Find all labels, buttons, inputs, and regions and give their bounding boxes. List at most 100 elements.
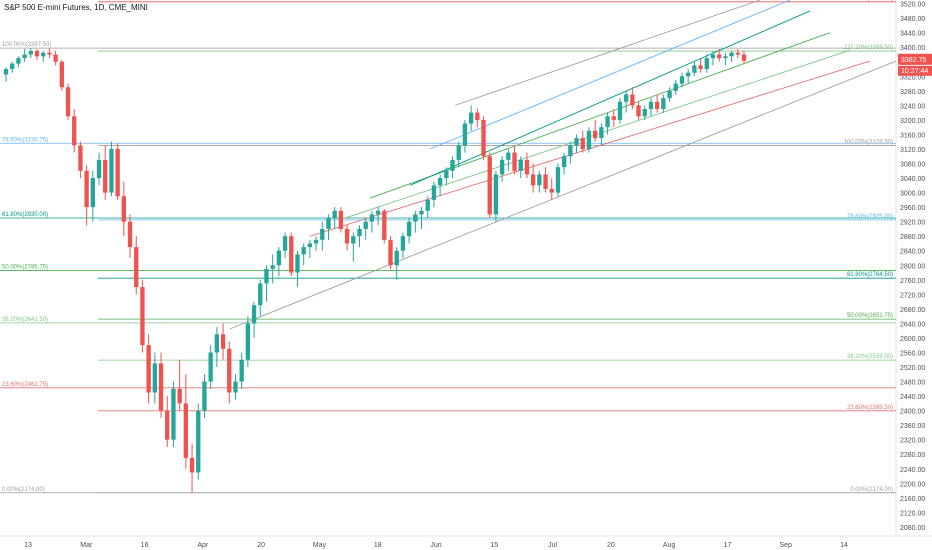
price-tick-label: 2200.00	[900, 481, 925, 488]
time-tick-label: Jun	[430, 542, 441, 549]
candle-body	[419, 210, 424, 215]
candle-body	[369, 214, 375, 222]
candle-body	[592, 130, 598, 139]
candle-body	[741, 54, 747, 61]
candle-body	[146, 345, 151, 393]
chart-title: S&P 500 E-mini Futures, 1D, CME_MINI	[4, 3, 148, 12]
channel-line	[429, 0, 791, 150]
candle-body	[301, 247, 306, 255]
fib-extension-label: 23.60%(2399.50)	[847, 405, 893, 411]
countdown-badge	[898, 65, 932, 76]
candle-body	[499, 159, 505, 175]
price-tick-label: 3280.00	[900, 89, 925, 96]
candle-body	[227, 348, 232, 393]
candle-body	[109, 148, 114, 193]
candle-body	[530, 174, 536, 186]
price-tick-label: 2720.00	[900, 292, 925, 299]
fib-extension-label: 38.20%(2539.00)	[847, 354, 893, 360]
candle-body	[289, 236, 294, 273]
candle-body	[326, 218, 331, 229]
time-tick-label: May	[313, 542, 327, 549]
time-tick-label: 20	[257, 542, 265, 549]
candle-body	[648, 101, 654, 110]
candle-body	[220, 334, 226, 349]
candle-body	[723, 56, 728, 59]
fib-extension-label: 141.40%(3525.00)	[844, 0, 893, 2]
candle-body	[406, 221, 412, 237]
price-tick-label: 3400.00	[900, 45, 925, 52]
time-tick-label: 17	[724, 542, 732, 549]
time-tick-label: 16	[141, 542, 149, 549]
fib-extension-label: 100.00%(3129.50)	[844, 140, 893, 146]
channel-line	[454, 0, 761, 106]
fib-extension-label: 0.00%(2174.00)	[850, 487, 893, 493]
price-tick-label: 2280.00	[900, 452, 925, 459]
price-tick-label: 2120.00	[900, 510, 925, 517]
price-tick-label: 3520.00	[900, 2, 925, 9]
candle-body	[189, 457, 195, 473]
channel-line	[409, 10, 811, 186]
candle-body	[512, 152, 517, 171]
candle-body	[555, 167, 561, 193]
price-tick-label: 2440.00	[900, 394, 925, 401]
fib-retracement-label: 78.60%(3135.75)	[2, 137, 48, 143]
candle-body	[344, 228, 350, 244]
fib-extension-label: 61.80%(2764.50)	[847, 272, 893, 278]
price-tick-label: 2640.00	[900, 321, 925, 328]
candle-body	[320, 228, 325, 240]
fib-retracement-label: 50.00%(2785.75)	[2, 264, 48, 270]
price-tick-label: 2080.00	[900, 525, 925, 532]
time-tick-label: Jul	[548, 542, 557, 549]
last-price-value: 3362.75	[901, 57, 926, 64]
price-tick-label: 3120.00	[900, 147, 925, 154]
candle-body	[543, 174, 548, 189]
candle-body	[127, 221, 133, 248]
fib-retracement-label: 100.00%(3397.50)	[2, 42, 51, 48]
candle-body	[158, 363, 164, 411]
candle-body	[3, 69, 9, 75]
channel-line	[344, 49, 851, 219]
price-tick-label: 2400.00	[900, 409, 925, 416]
candle-body	[276, 250, 282, 266]
candle-body	[53, 54, 58, 62]
candle-body	[580, 138, 585, 149]
candle-body	[710, 54, 716, 59]
price-tick-label: 3000.00	[900, 191, 925, 198]
price-tick-label: 3200.00	[900, 118, 925, 125]
candle-body	[351, 236, 356, 244]
candle-body	[282, 236, 288, 251]
candle-body	[16, 58, 21, 64]
fib-extension-label: 127.20%(3389.50)	[844, 45, 893, 51]
candle-body	[202, 381, 207, 411]
candle-body	[394, 250, 399, 266]
countdown-value: 10:27:44	[901, 68, 928, 75]
fib-extension-label: 50.00%(2651.75)	[847, 313, 893, 319]
channel-line	[229, 60, 897, 330]
candle-body	[84, 170, 89, 208]
price-tick-label: 3040.00	[900, 176, 925, 183]
price-tick-label: 2520.00	[900, 365, 925, 372]
candle-body	[729, 52, 734, 57]
price-tick-label: 2680.00	[900, 307, 925, 314]
candle-body	[475, 112, 480, 120]
candle-body	[28, 50, 33, 55]
price-tick-label: 3080.00	[900, 162, 925, 169]
candle-body	[258, 283, 263, 306]
candle-body	[493, 174, 499, 215]
candle-body	[673, 83, 678, 91]
time-tick-label: Apr	[197, 542, 209, 549]
candle-body	[717, 54, 722, 59]
candle-body	[487, 156, 492, 215]
candle-body	[586, 130, 592, 149]
price-tick-label: 2880.00	[900, 234, 925, 241]
candle-body	[605, 116, 610, 128]
candle-body	[96, 159, 102, 179]
fib-extension-label: 78.60%(2925.00)	[847, 214, 893, 220]
candle-body	[450, 159, 455, 171]
candle-body	[171, 388, 176, 440]
candle-body	[382, 210, 387, 240]
candle-body	[524, 159, 530, 175]
candle-body	[611, 116, 616, 120]
last-price-badge	[898, 53, 932, 65]
